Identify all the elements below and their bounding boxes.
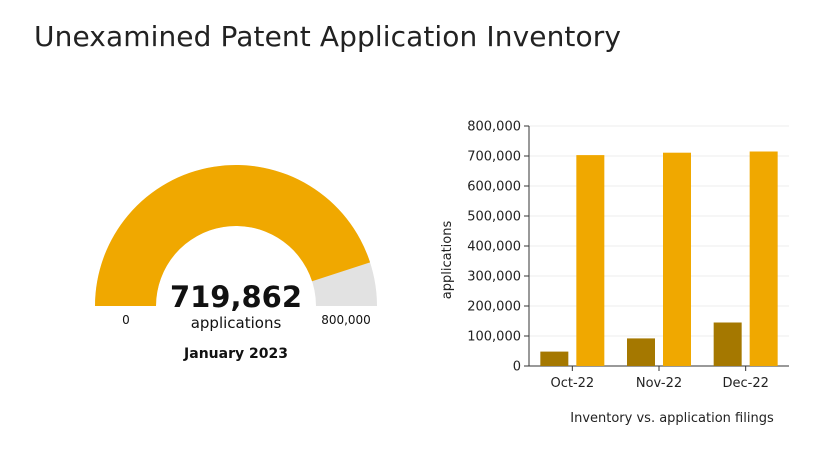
- x-tick-label: Oct-22: [550, 376, 594, 391]
- bar-series-1-dec-22: [713, 322, 742, 366]
- bar-series-1-nov-22: [627, 338, 655, 366]
- y-axis-label: applications: [440, 221, 455, 300]
- y-tick-label: 500,000: [467, 210, 521, 225]
- y-tick-label: 800,000: [467, 120, 521, 135]
- y-tick-label: 100,000: [467, 330, 521, 345]
- x-tick-label: Dec-22: [722, 376, 768, 391]
- x-tick-labels: Oct-22 Nov-22 Dec-22: [550, 376, 768, 391]
- bar-series-2-dec-22: [749, 151, 778, 366]
- gauge-fill-arc: [95, 164, 371, 306]
- y-tick-label: 200,000: [467, 300, 521, 315]
- page-title: Unexamined Patent Application Inventory: [34, 20, 622, 53]
- bar-series-2-oct-22: [576, 155, 605, 366]
- bar-series-1-oct-22: [540, 351, 569, 366]
- y-tick-label: 700,000: [467, 150, 521, 165]
- y-tick-label: 0: [513, 360, 521, 375]
- bars: [540, 151, 778, 366]
- grid-lines: [529, 125, 789, 337]
- y-tick-label: 600,000: [467, 180, 521, 195]
- gauge-value: 719,862: [170, 280, 302, 314]
- y-tick-label: 400,000: [467, 240, 521, 255]
- y-tick-labels: 0 100,000 200,000 300,000 400,000 500,000 600,…: [467, 120, 521, 375]
- x-tick-label: Nov-22: [636, 376, 682, 391]
- chart-caption: Inventory vs. application filings: [570, 411, 774, 426]
- gauge-unit-label: applications: [191, 314, 282, 332]
- y-tick-label: 300,000: [467, 270, 521, 285]
- axes: [524, 125, 789, 371]
- bar-series-2-nov-22: [663, 152, 691, 366]
- gauge-max-label: 800,000: [321, 313, 371, 327]
- gauge-date-label: January 2023: [183, 346, 288, 362]
- gauge-min-label: 0: [122, 313, 130, 327]
